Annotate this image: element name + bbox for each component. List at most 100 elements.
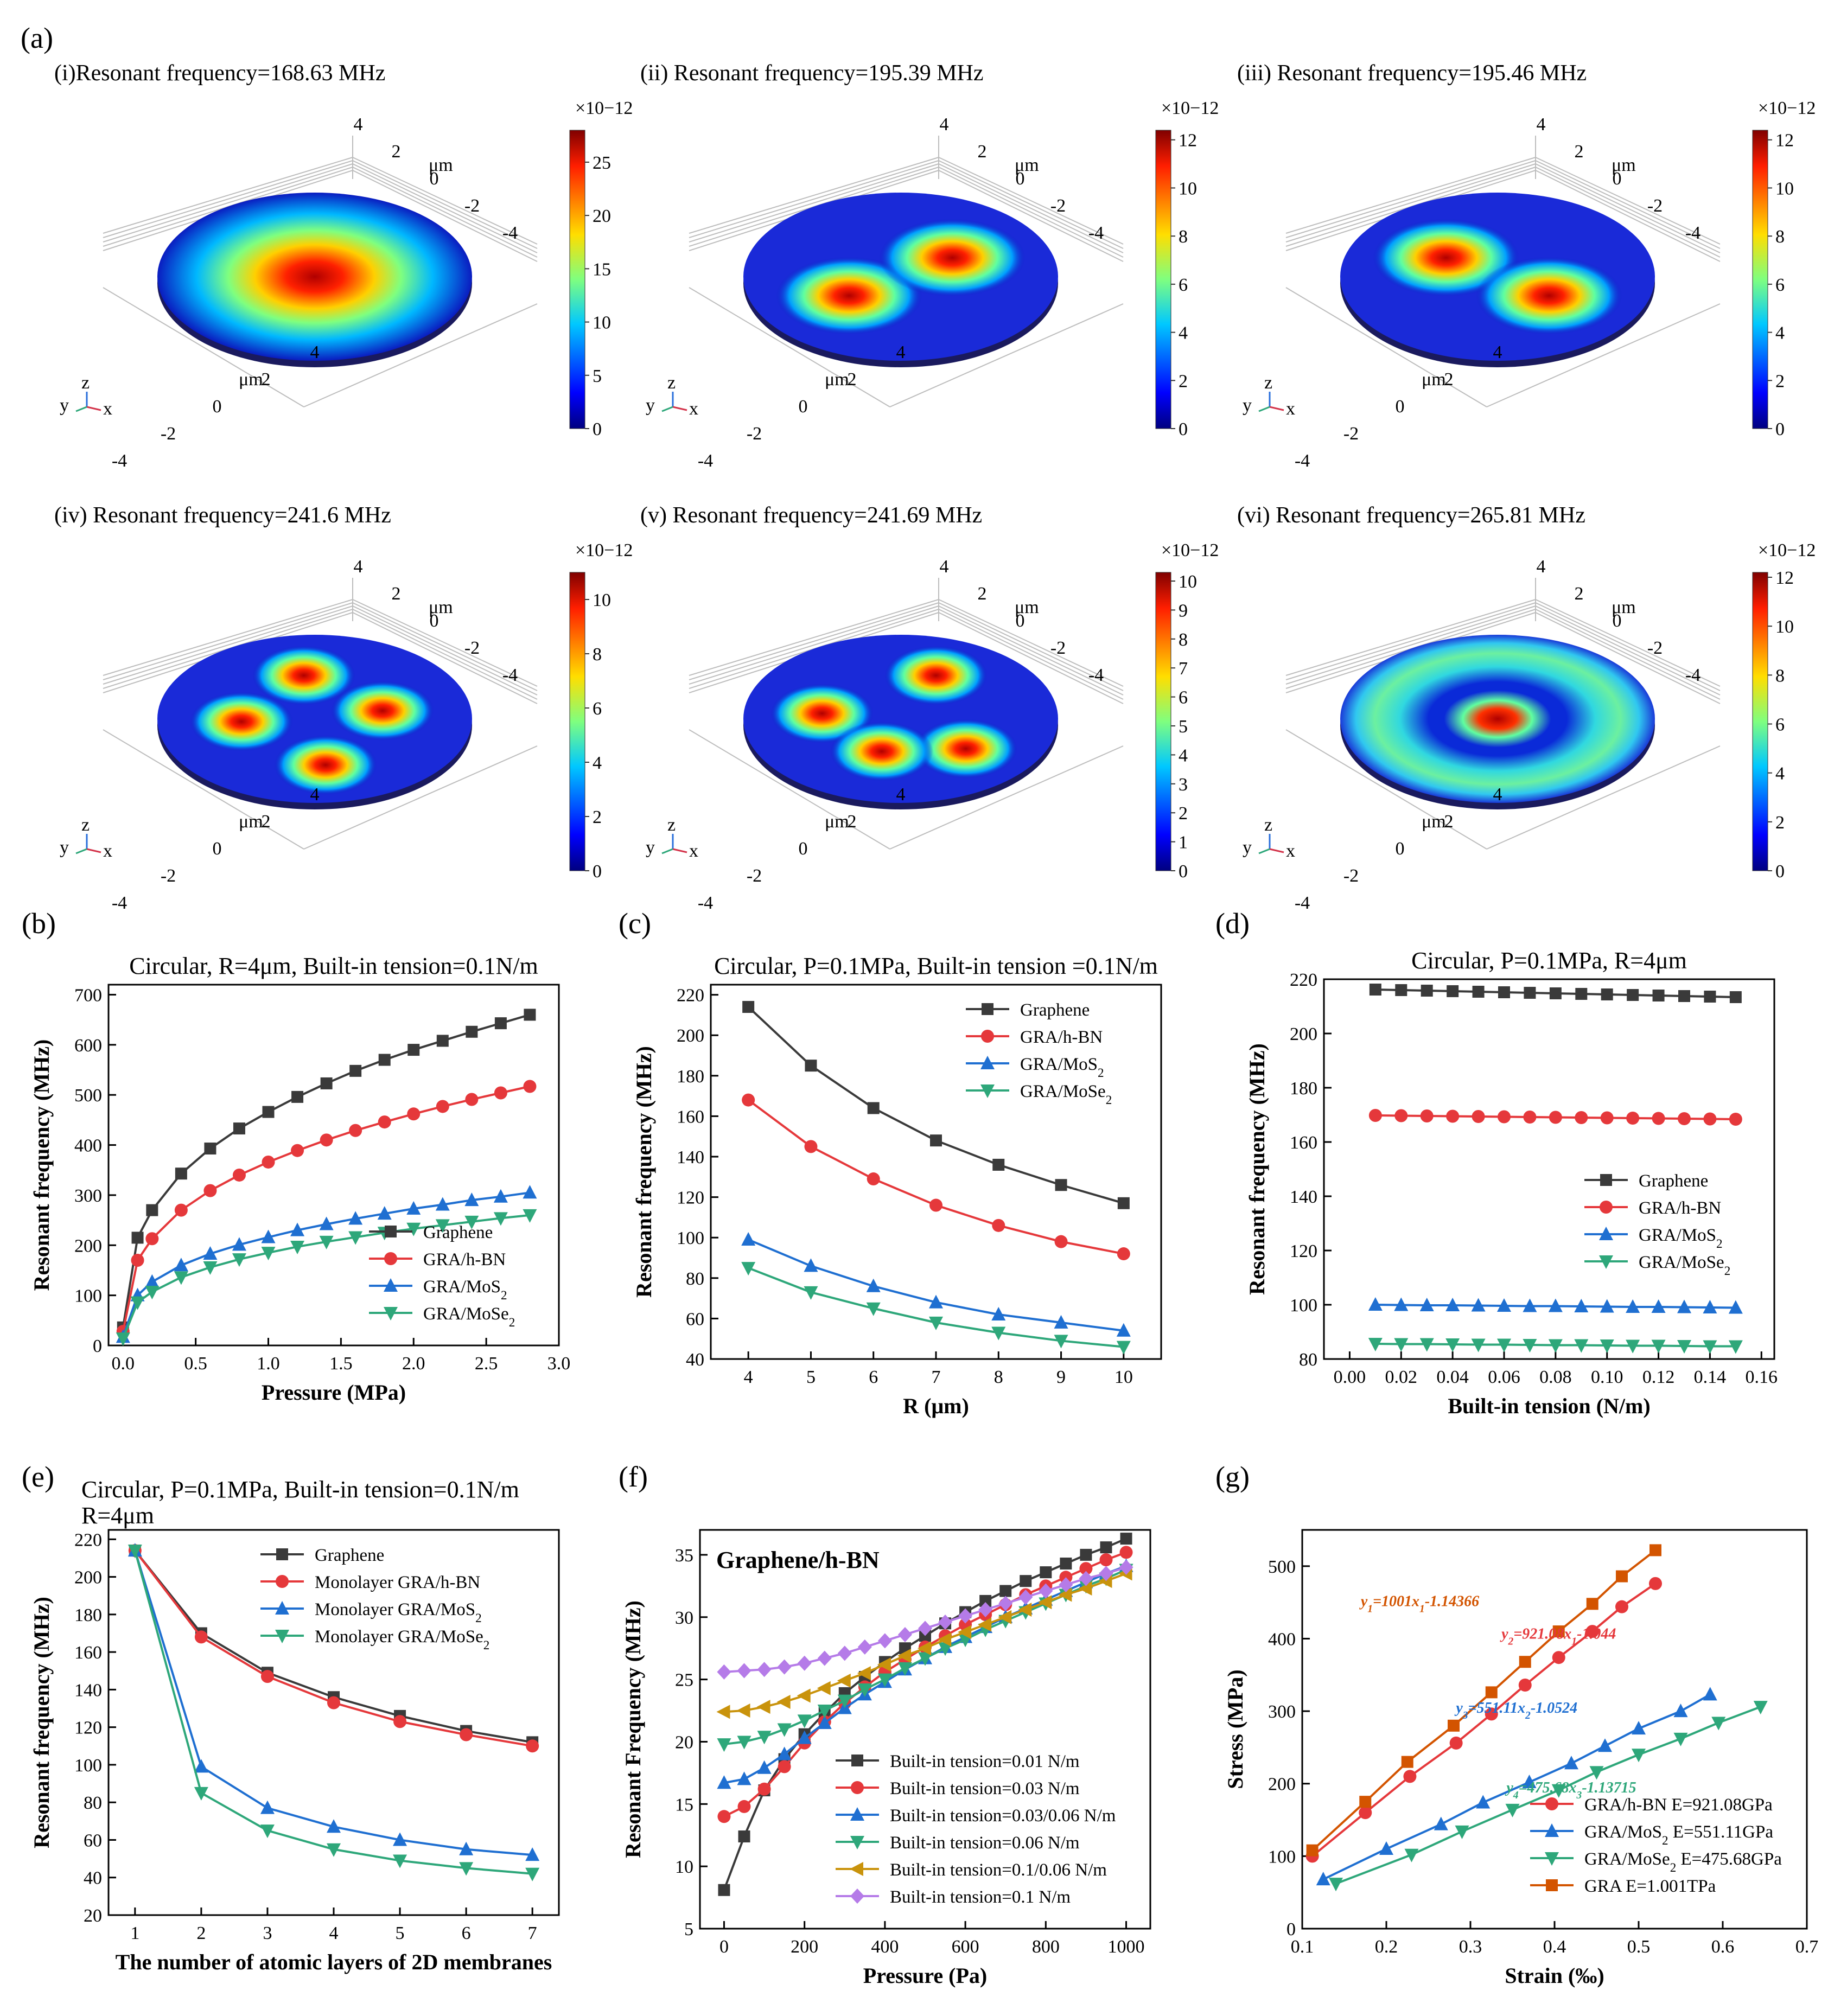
data-point xyxy=(1632,1721,1646,1735)
axis-tick-label: 4 xyxy=(940,557,949,577)
grid-line xyxy=(352,599,538,687)
grid-line xyxy=(352,602,538,691)
data-point xyxy=(1627,989,1639,1001)
data-point xyxy=(1099,1566,1113,1581)
x-tick-label: 0.00 xyxy=(1334,1367,1366,1387)
axis-tick-label: 4 xyxy=(1537,114,1546,135)
grid-line xyxy=(689,157,939,234)
grid-line xyxy=(1285,605,1536,685)
grid-line xyxy=(938,167,1124,258)
x-tick-label: 0.06 xyxy=(1488,1367,1520,1387)
triad-z-label: z xyxy=(1264,373,1272,393)
data-point xyxy=(1119,1546,1133,1559)
colorbar-tick-label: 0 xyxy=(1179,419,1188,439)
data-point xyxy=(1649,1544,1661,1556)
y-tick-label: 80 xyxy=(686,1269,704,1289)
data-point xyxy=(978,1602,993,1617)
membrane-surface xyxy=(1340,193,1655,361)
grid-line xyxy=(689,163,939,243)
data-point xyxy=(1574,1339,1589,1353)
data-point xyxy=(998,1610,1012,1624)
colorbar-tick-label: 10 xyxy=(1775,617,1794,637)
data-point xyxy=(1119,1559,1133,1575)
grid-line xyxy=(103,287,304,407)
data-point xyxy=(877,1673,892,1687)
data-point xyxy=(1054,1235,1068,1248)
y-tick-label: 500 xyxy=(74,1086,102,1106)
data-point xyxy=(1395,984,1407,996)
colorbar-tick-label: 3 xyxy=(1179,775,1188,795)
x-axis-label: The number of atomic layers of 2D membra… xyxy=(116,1950,552,1974)
legend-label: Monolayer GRA/h-BN xyxy=(315,1573,480,1592)
legend-label: GRA/MoSe2 xyxy=(423,1304,515,1329)
colorbar-tick-label: 10 xyxy=(1179,178,1197,199)
data-point xyxy=(797,1688,811,1703)
colorbar-tick-label: 0 xyxy=(593,419,602,439)
axis-triad: yzx xyxy=(646,373,698,419)
colorbar-tick-label: 12 xyxy=(1775,131,1794,151)
data-point xyxy=(1497,1298,1511,1312)
grid-line xyxy=(1285,287,1487,407)
data-point xyxy=(797,1730,812,1744)
data-point xyxy=(1549,987,1562,999)
data-point xyxy=(128,1545,142,1559)
data-point xyxy=(837,1673,851,1688)
data-point xyxy=(929,1294,943,1309)
axis-tick-label: -2 xyxy=(1647,638,1663,658)
x-tick-label: 4 xyxy=(744,1367,753,1387)
data-point xyxy=(174,1203,188,1217)
data-point xyxy=(1038,1595,1052,1610)
axis-tick-label: 2 xyxy=(1444,812,1454,832)
data-point xyxy=(1421,985,1433,997)
data-point xyxy=(1079,1571,1093,1586)
x-tick-label: 5 xyxy=(806,1367,816,1387)
data-point xyxy=(1100,1541,1112,1554)
colorbar-tick-label: 2 xyxy=(1179,371,1188,391)
data-point xyxy=(797,1714,812,1728)
colorbar xyxy=(569,572,585,871)
data-point xyxy=(1369,984,1381,996)
data-point xyxy=(738,1830,750,1843)
mode-shape-panel: (i)Resonant frequency=168.63 MHz -4 -2 0 2 4 4… xyxy=(54,61,633,471)
data-point xyxy=(1445,1298,1460,1311)
data-point xyxy=(291,1144,304,1157)
data-point xyxy=(174,1258,188,1272)
data-point xyxy=(262,1106,275,1118)
y-axis-label: Resonant frequency (MHz) xyxy=(632,1046,656,1298)
y-tick-label: 100 xyxy=(74,1756,102,1776)
data-point xyxy=(146,1204,158,1216)
data-point xyxy=(232,1237,246,1251)
y-tick-label: 180 xyxy=(677,1067,704,1087)
data-point xyxy=(1401,1756,1413,1768)
data-point xyxy=(930,1134,942,1147)
triad-z-label: z xyxy=(667,815,676,835)
data-point xyxy=(1703,1300,1717,1313)
data-point xyxy=(464,1215,479,1229)
x-tick-label: 4 xyxy=(329,1923,339,1943)
axis-tick-label: 4 xyxy=(1493,784,1502,805)
data-point xyxy=(523,1080,537,1093)
panel-a-mode-shapes: (a)(i)Resonant frequency=168.63 MHz -4 -2 0… xyxy=(21,22,1816,913)
data-point xyxy=(523,1185,537,1199)
data-point xyxy=(717,1810,731,1823)
data-point xyxy=(817,1705,832,1719)
triad-z-label: z xyxy=(667,373,676,393)
colorbar-tick-label: 5 xyxy=(593,366,602,386)
chart-panel: (d) Circular, P=0.1MPa, R=4μm 0.00 0.02 0.04… xyxy=(1215,907,1778,1418)
plot-box-lines xyxy=(1285,578,1721,850)
data-point xyxy=(436,1100,449,1113)
grid-line xyxy=(103,605,353,685)
data-point xyxy=(857,1639,872,1655)
data-point xyxy=(979,1594,992,1607)
legend-label: Monolayer GRA/MoSe2 xyxy=(315,1627,489,1652)
data-point xyxy=(319,1216,334,1230)
grid-line xyxy=(689,605,939,685)
data-point xyxy=(737,1736,751,1750)
data-point xyxy=(1359,1806,1372,1820)
colorbar xyxy=(1155,130,1171,429)
data-point xyxy=(1652,1112,1665,1125)
data-point xyxy=(233,1122,245,1135)
data-point xyxy=(275,1630,289,1643)
axis-unit-label: μm xyxy=(825,812,849,832)
chart-title: Circular, R=4μm, Built-in tension=0.1N/m xyxy=(129,953,538,979)
